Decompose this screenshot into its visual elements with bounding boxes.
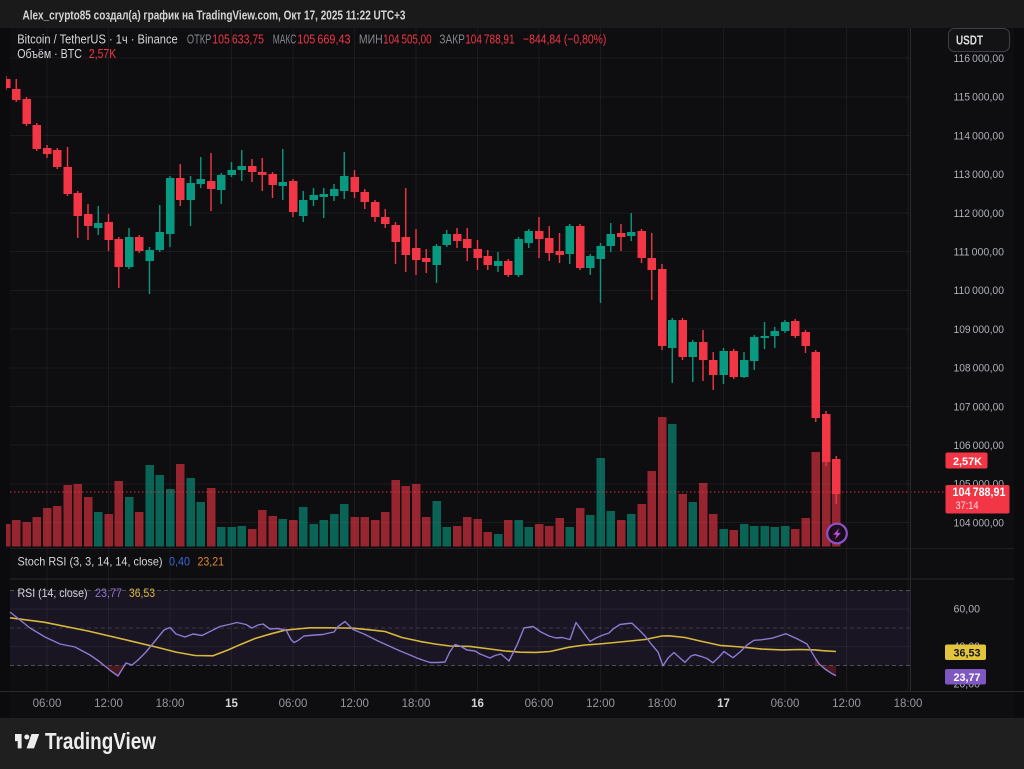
svg-text:МАКС: МАКС [273, 31, 297, 46]
svg-text:06:00: 06:00 [525, 698, 554, 710]
svg-text:23,21: 23,21 [198, 555, 225, 569]
svg-text:114 000,00: 114 000,00 [954, 130, 1005, 142]
svg-text:06:00: 06:00 [279, 698, 308, 710]
svg-text:60,00: 60,00 [954, 604, 981, 616]
svg-text:12:00: 12:00 [340, 698, 369, 710]
svg-text:18:00: 18:00 [894, 698, 923, 710]
svg-text:Bitcoin / TetherUS · 1ч · Bina: Bitcoin / TetherUS · 1ч · Binance [17, 31, 178, 46]
svg-text:115 000,00: 115 000,00 [954, 92, 1005, 104]
svg-text:2,57K: 2,57K [89, 46, 117, 61]
svg-text:111 000,00: 111 000,00 [954, 247, 1005, 259]
svg-text:23,77: 23,77 [954, 672, 981, 684]
svg-text:12:00: 12:00 [94, 698, 123, 710]
svg-text:16: 16 [471, 698, 484, 710]
svg-text:15: 15 [225, 698, 238, 710]
svg-text:107 000,00: 107 000,00 [954, 401, 1005, 413]
svg-text:116 000,00: 116 000,00 [954, 53, 1005, 65]
svg-text:36,53: 36,53 [129, 586, 155, 600]
svg-text:23,77: 23,77 [95, 586, 122, 600]
svg-text:06:00: 06:00 [33, 698, 62, 710]
svg-text:−844,84 (−0,80%): −844,84 (−0,80%) [523, 31, 606, 46]
svg-text:18:00: 18:00 [156, 698, 185, 710]
svg-text:17: 17 [717, 698, 730, 710]
svg-text:0,40: 0,40 [169, 555, 190, 569]
svg-text:Stoch RSI (3, 3, 14, 14, close: Stoch RSI (3, 3, 14, 14, close) [18, 555, 163, 569]
svg-text:37:14: 37:14 [956, 500, 979, 512]
svg-text:109 000,00: 109 000,00 [954, 324, 1005, 336]
svg-text:106 000,00: 106 000,00 [954, 440, 1005, 452]
svg-text:105 633,75: 105 633,75 [212, 31, 264, 46]
svg-text:18:00: 18:00 [648, 698, 677, 710]
svg-text:112 000,00: 112 000,00 [954, 208, 1005, 220]
svg-text:2,57K: 2,57K [953, 456, 982, 468]
svg-text:12:00: 12:00 [832, 698, 861, 710]
svg-text:ЗАКР: ЗАКР [439, 31, 464, 46]
svg-text:18:00: 18:00 [402, 698, 431, 710]
svg-text:USDT: USDT [956, 33, 983, 48]
svg-text:RSI (14, close): RSI (14, close) [18, 586, 88, 600]
svg-text:12:00: 12:00 [586, 698, 615, 710]
svg-text:ОТКР: ОТКР [187, 31, 211, 46]
svg-text:104 000,00: 104 000,00 [954, 517, 1005, 529]
svg-text:Alex_crypto85 создал(а) график: Alex_crypto85 создал(а) график на Tradin… [23, 8, 406, 23]
svg-text:104 788,91: 104 788,91 [465, 31, 514, 46]
svg-text:36,53: 36,53 [954, 648, 981, 660]
svg-text:МИН: МИН [359, 31, 383, 46]
svg-text:108 000,00: 108 000,00 [954, 363, 1005, 375]
svg-text:Объём · BTC: Объём · BTC [17, 46, 82, 61]
svg-text:06:00: 06:00 [771, 698, 800, 710]
svg-text:113 000,00: 113 000,00 [954, 169, 1005, 181]
svg-text:104 788,91: 104 788,91 [953, 487, 1007, 499]
svg-text:110 000,00: 110 000,00 [954, 285, 1005, 297]
svg-text:TradingView: TradingView [45, 728, 156, 754]
svg-text:104 505,00: 104 505,00 [383, 31, 432, 46]
svg-text:105 669,43: 105 669,43 [297, 31, 350, 46]
